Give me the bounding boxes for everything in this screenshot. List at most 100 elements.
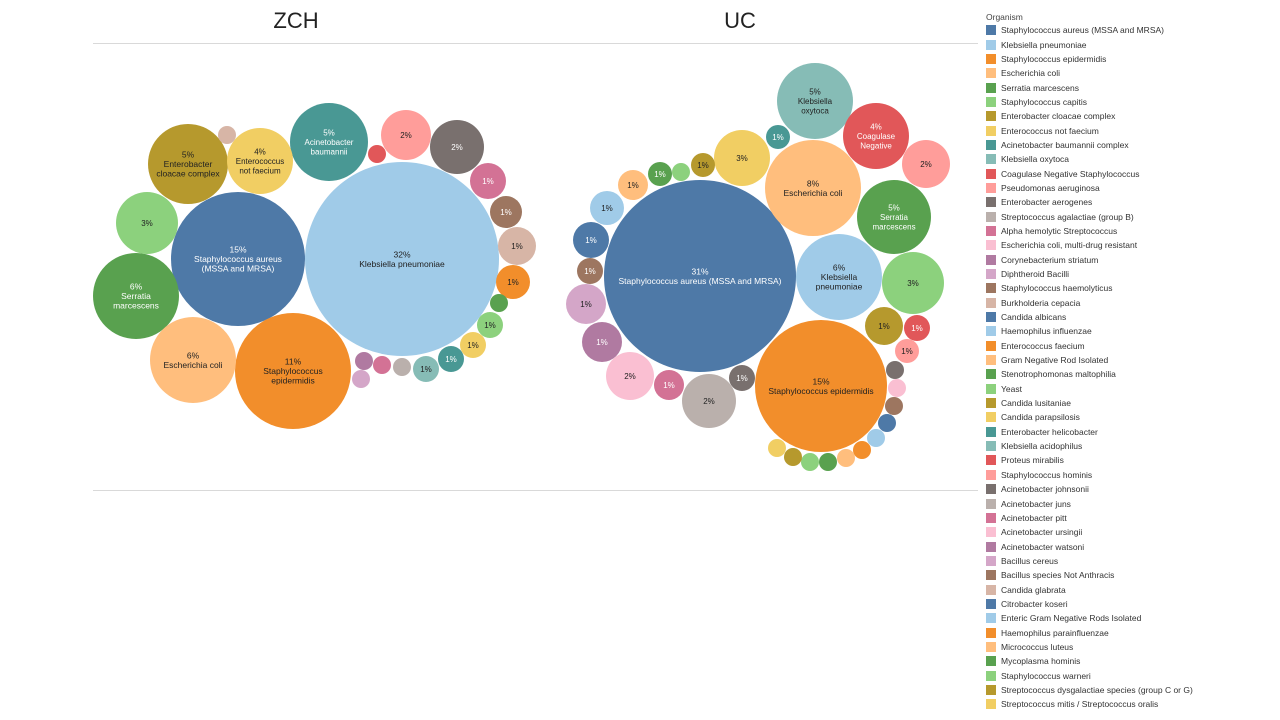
legend-item[interactable]: Staphylococcus capitis: [986, 95, 1276, 109]
bubble[interactable]: [373, 356, 391, 374]
legend-item[interactable]: Candida glabrata: [986, 582, 1276, 596]
legend-item[interactable]: Acinetobacter johnsonii: [986, 482, 1276, 496]
bubble[interactable]: [796, 234, 882, 320]
bubble[interactable]: [755, 320, 887, 452]
legend-item[interactable]: Stenotrophomonas maltophilia: [986, 367, 1276, 381]
legend-item[interactable]: Klebsiella acidophilus: [986, 439, 1276, 453]
legend-item[interactable]: Diphtheroid Bacilli: [986, 267, 1276, 281]
bubble[interactable]: [148, 124, 228, 204]
legend-item[interactable]: Staphylococcus haemolyticus: [986, 281, 1276, 295]
legend-item[interactable]: Bacillus cereus: [986, 554, 1276, 568]
bubble[interactable]: [606, 352, 654, 400]
bubble[interactable]: [865, 307, 903, 345]
bubble[interactable]: [654, 370, 684, 400]
bubble[interactable]: [498, 227, 536, 265]
bubble[interactable]: [904, 315, 930, 341]
legend-item[interactable]: Coagulase Negative Staphylococcus: [986, 166, 1276, 180]
bubble[interactable]: [393, 358, 411, 376]
bubble[interactable]: [470, 163, 506, 199]
bubble[interactable]: [766, 125, 790, 149]
legend-item[interactable]: Klebsiella pneumoniae: [986, 37, 1276, 51]
bubble[interactable]: [768, 439, 786, 457]
legend-item[interactable]: Acinetobacter juns: [986, 496, 1276, 510]
bubble[interactable]: [573, 222, 609, 258]
bubble[interactable]: [582, 322, 622, 362]
bubble[interactable]: [843, 103, 909, 169]
bubble[interactable]: [93, 253, 179, 339]
legend-item[interactable]: Haemophilus parainfluenzae: [986, 625, 1276, 639]
legend-item[interactable]: Bacillus species Not Anthracis: [986, 568, 1276, 582]
bubble[interactable]: [381, 110, 431, 160]
bubble[interactable]: [895, 339, 919, 363]
bubble[interactable]: [765, 140, 861, 236]
bubble[interactable]: [857, 180, 931, 254]
bubble[interactable]: [784, 448, 802, 466]
bubble[interactable]: [590, 191, 624, 225]
legend-item[interactable]: Pseudomonas aeruginosa: [986, 181, 1276, 195]
legend-item[interactable]: Alpha hemolytic Streptococcus: [986, 224, 1276, 238]
legend-item[interactable]: Escherichia coli, multi-drug resistant: [986, 238, 1276, 252]
bubble[interactable]: [116, 192, 178, 254]
bubble[interactable]: [490, 196, 522, 228]
bubble[interactable]: [227, 128, 293, 194]
legend-item[interactable]: Haemophilus influenzae: [986, 324, 1276, 338]
bubble[interactable]: [496, 265, 530, 299]
bubble[interactable]: [867, 429, 885, 447]
bubble[interactable]: [604, 180, 796, 372]
bubble[interactable]: [413, 356, 439, 382]
bubble[interactable]: [777, 63, 853, 139]
bubble[interactable]: [691, 153, 715, 177]
bubble[interactable]: [368, 145, 386, 163]
legend-item[interactable]: Staphylococcus warneri: [986, 668, 1276, 682]
bubble[interactable]: [618, 170, 648, 200]
bubble[interactable]: [171, 192, 305, 326]
bubble[interactable]: [682, 374, 736, 428]
bubble[interactable]: [885, 397, 903, 415]
legend-item[interactable]: Gram Negative Rod Isolated: [986, 353, 1276, 367]
legend-item[interactable]: Burkholderia cepacia: [986, 296, 1276, 310]
bubble[interactable]: [477, 312, 503, 338]
legend-item[interactable]: Klebsiella oxytoca: [986, 152, 1276, 166]
bubble[interactable]: [902, 140, 950, 188]
legend-item[interactable]: Enteric Gram Negative Rods Isolated: [986, 611, 1276, 625]
bubble[interactable]: [305, 162, 499, 356]
legend-item[interactable]: Streptococcus dysgalactiae species (grou…: [986, 683, 1276, 697]
legend-item[interactable]: Staphylococcus hominis: [986, 468, 1276, 482]
bubble[interactable]: [888, 379, 906, 397]
bubble[interactable]: [430, 120, 484, 174]
legend-item[interactable]: Proteus mirabilis: [986, 453, 1276, 467]
legend-item[interactable]: Corynebacterium striatum: [986, 253, 1276, 267]
bubble[interactable]: [729, 365, 755, 391]
bubble[interactable]: [235, 313, 351, 429]
bubble[interactable]: [648, 162, 672, 186]
legend-item[interactable]: Escherichia coli: [986, 66, 1276, 80]
legend-item[interactable]: Micrococcus luteus: [986, 640, 1276, 654]
legend-item[interactable]: Streptococcus agalactiae (group B): [986, 209, 1276, 223]
legend-item[interactable]: Acinetobacter baumannii complex: [986, 138, 1276, 152]
legend-item[interactable]: Serratia marcescens: [986, 80, 1276, 94]
legend-item[interactable]: Enterococcus not faecium: [986, 123, 1276, 137]
bubble[interactable]: [853, 441, 871, 459]
bubble[interactable]: [438, 346, 464, 372]
legend-item[interactable]: Acinetobacter pitt: [986, 511, 1276, 525]
bubble[interactable]: [355, 352, 373, 370]
legend-item[interactable]: Enterococcus faecium: [986, 339, 1276, 353]
legend-item[interactable]: Enterobacter cloacae complex: [986, 109, 1276, 123]
bubble[interactable]: [886, 361, 904, 379]
bubble[interactable]: [837, 449, 855, 467]
bubble[interactable]: [714, 130, 770, 186]
legend-item[interactable]: Citrobacter koseri: [986, 597, 1276, 611]
bubble[interactable]: [801, 453, 819, 471]
bubble[interactable]: [672, 163, 690, 181]
bubble[interactable]: [878, 414, 896, 432]
legend-item[interactable]: Acinetobacter ursingii: [986, 525, 1276, 539]
bubble[interactable]: [460, 332, 486, 358]
legend-item[interactable]: Staphylococcus epidermidis: [986, 52, 1276, 66]
legend-item[interactable]: Candida lusitaniae: [986, 396, 1276, 410]
bubble[interactable]: [352, 370, 370, 388]
bubble[interactable]: [150, 317, 236, 403]
legend-item[interactable]: Candida parapsilosis: [986, 410, 1276, 424]
legend-item[interactable]: Yeast: [986, 382, 1276, 396]
legend-item[interactable]: Staphylococcus aureus (MSSA and MRSA): [986, 23, 1276, 37]
legend-item[interactable]: Enterobacter helicobacter: [986, 425, 1276, 439]
